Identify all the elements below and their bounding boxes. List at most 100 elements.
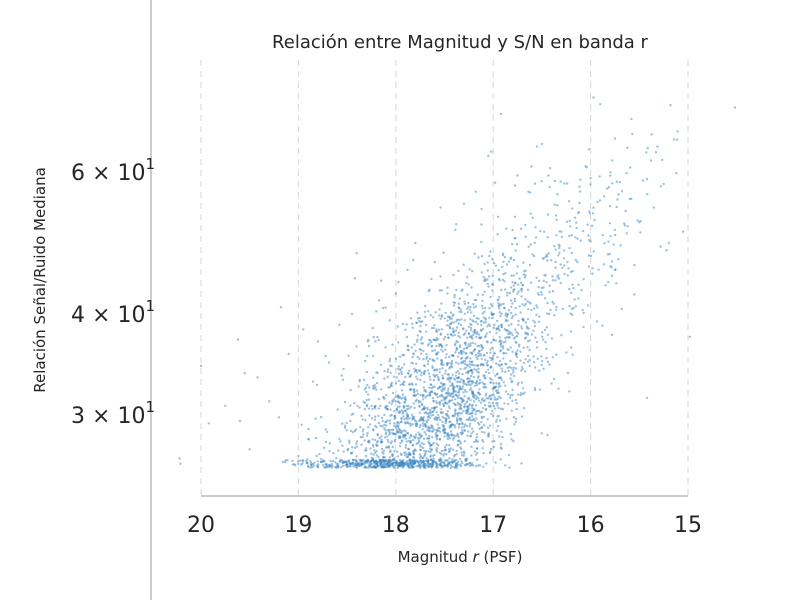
scatter-point xyxy=(455,449,458,453)
scatter-point xyxy=(517,345,521,348)
scatter-point xyxy=(431,358,434,361)
scatter-point xyxy=(413,406,416,409)
scatter-point xyxy=(351,462,354,465)
scatter-point xyxy=(431,436,434,439)
scatter-point xyxy=(452,377,456,380)
scatter-point xyxy=(405,404,408,408)
scatter-point xyxy=(470,329,473,332)
scatter-point xyxy=(412,438,415,442)
scatter-point xyxy=(435,464,439,467)
scatter-point xyxy=(391,343,394,346)
scatter-point xyxy=(570,251,574,255)
scatter-point xyxy=(398,462,402,466)
scatter-point xyxy=(477,399,481,402)
scatter-point xyxy=(601,324,604,327)
scatter-point xyxy=(453,321,456,324)
scatter-point xyxy=(432,463,435,466)
scatter-point xyxy=(470,336,473,339)
scatter-point xyxy=(586,223,589,226)
scatter-point xyxy=(473,400,476,403)
scatter-point xyxy=(493,398,496,401)
scatter-point xyxy=(624,209,627,213)
scatter-point xyxy=(435,434,438,437)
scatter-point xyxy=(534,336,537,339)
scatter-point xyxy=(654,151,658,154)
scatter-point xyxy=(439,381,443,385)
scatter-point xyxy=(398,435,402,438)
scatter-point xyxy=(535,340,539,344)
scatter-point xyxy=(461,372,464,376)
scatter-point xyxy=(326,463,330,466)
scatter-point xyxy=(510,323,513,326)
scatter-point xyxy=(472,314,476,318)
scatter-point xyxy=(615,205,618,209)
scatter-point xyxy=(349,465,352,468)
scatter-point xyxy=(574,305,578,308)
scatter-point xyxy=(381,464,384,467)
scatter-point xyxy=(456,340,459,344)
scatter-point xyxy=(513,299,517,303)
scatter-point xyxy=(606,187,609,190)
scatter-point xyxy=(501,278,505,282)
scatter-point xyxy=(555,218,558,221)
scatter-point xyxy=(456,385,459,388)
scatter-point xyxy=(387,459,390,462)
scatter-point xyxy=(681,230,685,233)
scatter-point xyxy=(403,380,406,383)
scatter-point xyxy=(546,360,550,363)
scatter-point xyxy=(414,433,418,436)
scatter-point xyxy=(446,464,450,467)
scatter-point xyxy=(374,340,377,343)
scatter-point xyxy=(587,265,591,268)
scatter-point xyxy=(430,448,434,451)
scatter-point xyxy=(430,277,433,281)
scatter-point xyxy=(385,459,388,462)
scatter-point xyxy=(459,431,463,435)
scatter-point xyxy=(463,403,466,406)
scatter-point xyxy=(332,452,335,455)
scatter-point xyxy=(358,378,361,382)
scatter-point xyxy=(478,427,481,430)
scatter-point xyxy=(375,463,379,466)
scatter-point xyxy=(388,386,392,389)
scatter-point xyxy=(520,325,523,328)
scatter-point xyxy=(441,377,444,380)
scatter-point xyxy=(444,398,447,401)
scatter-point xyxy=(461,349,464,353)
scatter-point xyxy=(672,138,676,141)
scatter-point xyxy=(453,424,456,427)
scatter-point xyxy=(528,301,531,304)
scatter-point xyxy=(597,268,600,271)
scatter-point xyxy=(591,212,595,215)
scatter-point xyxy=(488,324,492,327)
scatter-point xyxy=(424,323,428,327)
scatter-point xyxy=(412,402,415,405)
scatter-point xyxy=(495,328,498,331)
scatter-point xyxy=(414,349,417,353)
scatter-point xyxy=(471,270,474,273)
scatter-point xyxy=(462,409,465,413)
scatter-point xyxy=(493,396,496,399)
scatter-point xyxy=(493,407,497,410)
scatter-point xyxy=(519,311,522,314)
x-axis-label-suffix: (PSF) xyxy=(479,548,523,566)
scatter-point xyxy=(541,331,544,334)
scatter-point xyxy=(522,387,525,390)
scatter-point xyxy=(558,251,561,255)
scatter-point xyxy=(420,442,424,445)
scatter-point xyxy=(467,345,470,348)
scatter-point xyxy=(341,444,344,447)
scatter-point xyxy=(447,416,451,420)
scatter-point xyxy=(424,388,427,392)
scatter-point xyxy=(495,420,498,423)
scatter-point xyxy=(515,367,518,370)
scatter-point xyxy=(470,360,474,363)
scatter-point xyxy=(357,385,360,388)
scatter-point xyxy=(421,320,424,323)
scatter-point xyxy=(393,424,396,427)
scatter-point xyxy=(520,295,523,298)
scatter-point xyxy=(471,415,474,418)
scatter-point xyxy=(540,180,543,183)
scatter-point xyxy=(439,362,443,365)
scatter-point xyxy=(514,281,517,284)
